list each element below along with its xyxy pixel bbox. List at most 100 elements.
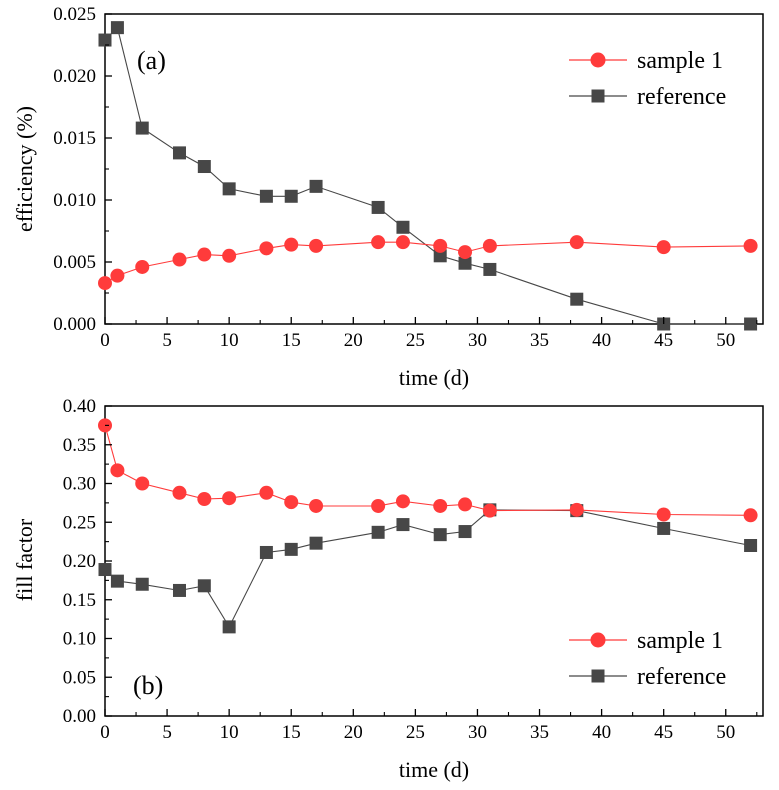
data-point-reference-b — [98, 563, 112, 577]
data-point-sample-b — [222, 491, 237, 506]
data-point-sample-b — [458, 497, 473, 512]
data-point-sample-a — [172, 252, 187, 267]
data-point-sample-a — [482, 238, 497, 253]
data-point-reference-b — [197, 579, 211, 593]
data-point-sample-a — [222, 248, 237, 263]
data-point-sample-b — [395, 494, 410, 509]
y-tick-label-a: 0.010 — [53, 190, 96, 211]
x-tick-label-b: 20 — [344, 722, 363, 743]
legend-label-reference-a: reference — [637, 84, 726, 110]
y-axis-title-a: efficiency (%) — [12, 106, 37, 232]
x-tick-label-b: 50 — [716, 722, 735, 743]
data-point-reference-b — [433, 528, 447, 542]
data-point-reference-b — [458, 525, 472, 539]
data-point-sample-a — [110, 268, 125, 283]
x-tick-label-b: 30 — [468, 722, 487, 743]
y-tick-label-b: 0.35 — [63, 435, 96, 456]
data-point-reference-a — [172, 146, 186, 160]
data-point-sample-a — [569, 235, 584, 250]
data-point-sample-b — [135, 476, 150, 491]
y-tick-label-b: 0.25 — [63, 512, 96, 533]
legend-a: sample 1 reference — [569, 48, 726, 110]
panel-a: 0 5 10 15 20 25 30 35 40 45 50 0.000 0.005 0.010 0.015… — [12, 4, 764, 390]
series-line-reference-b — [104, 509, 751, 629]
data-point-reference-a — [259, 189, 273, 203]
x-tick-label-a: 20 — [344, 330, 363, 351]
data-point-sample-b — [309, 498, 324, 513]
legend-marker-reference-b — [591, 669, 605, 683]
data-point-sample-b — [110, 463, 125, 478]
y-tick-label-a: 0.015 — [53, 128, 96, 149]
y-tick-label-b: 0.00 — [63, 706, 96, 727]
x-tick-label-b: 5 — [162, 722, 172, 743]
x-tick-label-a: 30 — [468, 330, 487, 351]
data-point-sample-b — [284, 495, 299, 510]
data-point-sample-b — [569, 502, 584, 517]
legend-marker-sample-b — [590, 632, 606, 648]
data-point-sample-b — [172, 485, 187, 500]
legend-marker-reference-a — [591, 89, 605, 103]
data-point-reference-b — [371, 525, 385, 539]
x-axis-title-a: time (d) — [399, 365, 469, 390]
data-point-sample-a — [98, 276, 112, 291]
y-tick-label-a: 0.025 — [53, 4, 96, 25]
legend-marker-sample-a — [590, 52, 606, 68]
data-point-reference-b — [110, 574, 124, 588]
data-point-reference-a — [135, 121, 149, 135]
x-tick-label-a: 35 — [530, 330, 549, 351]
y-tick-label-a: 0.005 — [53, 252, 96, 273]
data-point-sample-a — [743, 238, 758, 253]
y-tick-label-a: 0.000 — [53, 314, 96, 335]
data-point-reference-a — [222, 182, 236, 196]
data-point-reference-b — [135, 577, 149, 591]
x-tick-label-b: 15 — [282, 722, 301, 743]
y-tick-label-a: 0.020 — [53, 66, 96, 87]
data-point-reference-b — [657, 521, 671, 535]
y-axis-title-b: fill factor — [12, 518, 37, 601]
x-tick-label-b: 35 — [530, 722, 549, 743]
data-point-reference-b — [284, 542, 298, 556]
x-tick-label-a: 10 — [220, 330, 239, 351]
data-point-reference-b — [259, 545, 273, 559]
data-point-sample-b — [259, 485, 274, 500]
data-point-sample-b — [197, 492, 212, 506]
panel-label-a: (a) — [137, 46, 166, 75]
legend-label-sample-b: sample 1 — [637, 628, 723, 654]
data-point-sample-a — [433, 238, 448, 253]
x-tick-label-a: 25 — [406, 330, 425, 351]
data-point-reference-a — [309, 179, 323, 193]
data-point-reference-a — [396, 220, 410, 234]
legend-label-reference-b: reference — [637, 664, 726, 690]
data-point-reference-b — [172, 583, 186, 597]
y-tick-label-b: 0.05 — [63, 667, 96, 688]
x-tick-label-b: 40 — [592, 722, 611, 743]
data-point-sample-a — [395, 235, 410, 250]
data-point-reference-a — [98, 33, 112, 47]
data-point-reference-a — [570, 292, 584, 306]
data-point-reference-b — [222, 620, 236, 634]
series-markers-a — [98, 21, 758, 331]
series-lines-b — [104, 425, 751, 629]
data-point-sample-a — [259, 241, 274, 256]
panel-b: 0 5 10 15 20 25 30 35 40 45 50 0.00 0.05 0.10 0.15 0.20… — [12, 396, 764, 782]
data-point-reference-a — [433, 249, 447, 263]
data-point-reference-b — [396, 518, 410, 532]
series-markers-b — [98, 418, 758, 634]
data-point-reference-b — [744, 539, 758, 552]
x-tick-label-b: 0 — [100, 722, 110, 743]
y-tick-label-b: 0.30 — [63, 474, 96, 495]
x-tick-label-a: 50 — [716, 330, 735, 351]
data-point-sample-a — [197, 247, 212, 262]
x-tick-label-a: 5 — [162, 330, 172, 351]
data-point-sample-b — [656, 507, 671, 522]
data-point-sample-a — [458, 245, 473, 260]
data-point-sample-b — [743, 508, 758, 523]
x-tick-label-a: 40 — [592, 330, 611, 351]
data-point-sample-a — [135, 259, 150, 274]
ticks-b: 0 5 10 15 20 25 30 35 40 45 50 0.00 0.05 0.10 0.15 0.20… — [63, 396, 758, 743]
data-point-reference-a — [371, 200, 385, 214]
data-point-sample-a — [309, 238, 324, 253]
x-tick-label-a: 15 — [282, 330, 301, 351]
data-point-sample-b — [433, 498, 448, 513]
y-tick-label-b: 0.10 — [63, 629, 96, 650]
